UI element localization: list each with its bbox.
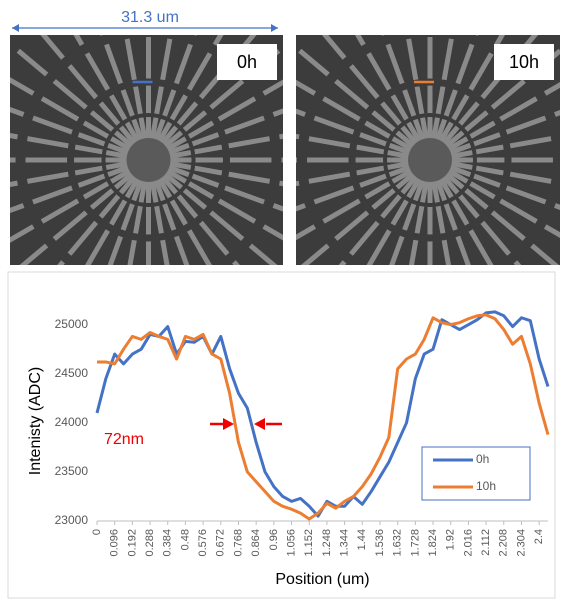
ring: [383, 113, 477, 207]
y-axis-title: Intenisty (ADC): [27, 367, 44, 475]
chart: 23000 23500 24000 24500 25000 0 0.096 0.192 0.28…: [27, 310, 550, 588]
legend-label: 10h: [476, 479, 496, 493]
panel-label: 0h: [237, 52, 257, 72]
label-box: [217, 44, 277, 80]
x-tick-label: 2.208: [498, 529, 510, 557]
scale-bar: 31.3 um: [12, 9, 278, 32]
image-panel: 0h: [10, 35, 283, 265]
x-tick-label: 1.44: [356, 529, 368, 550]
x-tick-label: 0.48: [179, 529, 191, 550]
ring: [15, 35, 282, 265]
annotation-label: 72nm: [104, 431, 144, 448]
image-panels: 0h 10h: [10, 35, 560, 265]
arrow-right-head: [223, 418, 234, 430]
y-tick-label: 24500: [55, 366, 89, 380]
x-tick-label: 0.96: [268, 529, 280, 550]
series-line: [97, 313, 550, 521]
y-tick-label: 25000: [55, 317, 89, 331]
legend-box: [421, 446, 531, 501]
image-panel: 10h: [296, 35, 560, 265]
center: [408, 138, 452, 182]
x-tick-label: 0.576: [197, 529, 209, 557]
x-tick-label: 0.864: [250, 529, 262, 557]
legend-label: 0h: [476, 452, 489, 466]
x-tick-label: 1.248: [321, 529, 333, 557]
annotation: 72nm: [104, 418, 282, 448]
x-axis-title: Position (um): [275, 571, 369, 588]
x-tick-label: 0.192: [126, 529, 138, 557]
x-tick-label: 1.824: [427, 529, 439, 557]
x-tick-label: 2.304: [515, 529, 527, 557]
panel-label: 10h: [509, 52, 539, 72]
image-pattern: [10, 35, 283, 265]
x-tick-label: 1.728: [409, 529, 421, 557]
ring: [101, 113, 196, 207]
x-tick-label: 2.112: [480, 529, 492, 556]
ring: [297, 35, 560, 265]
x-tick-label: 0.768: [232, 529, 244, 557]
x-tick-label: 0.288: [144, 529, 156, 557]
x-tick-label: 0.672: [215, 529, 227, 557]
y-tick-label: 24000: [55, 415, 89, 429]
x-tick-label: 1.344: [339, 529, 351, 557]
center: [126, 138, 171, 182]
x-tick-label: 1.632: [392, 529, 404, 557]
x-tick-label: 0.384: [162, 529, 174, 557]
image-pattern: [296, 35, 560, 265]
label-box: [494, 44, 554, 80]
y-tick-label: 23500: [55, 464, 89, 478]
chart-frame: [7, 271, 556, 599]
scale-label: 31.3 um: [121, 9, 179, 26]
x-tick-label: 2.4: [533, 529, 545, 544]
x-tick-label: 0: [91, 529, 103, 535]
y-tick-label: 23000: [55, 513, 89, 527]
x-tick-label: 1.92: [445, 529, 457, 550]
x-tick-label: 2.016: [462, 529, 474, 557]
x-tick-label: 1.056: [285, 529, 297, 557]
x-tick-label: 1.536: [374, 529, 386, 557]
x-tick-label: 0.096: [109, 529, 121, 557]
x-tick-label: 1.152: [303, 529, 315, 557]
arrow-left-head: [254, 418, 265, 430]
